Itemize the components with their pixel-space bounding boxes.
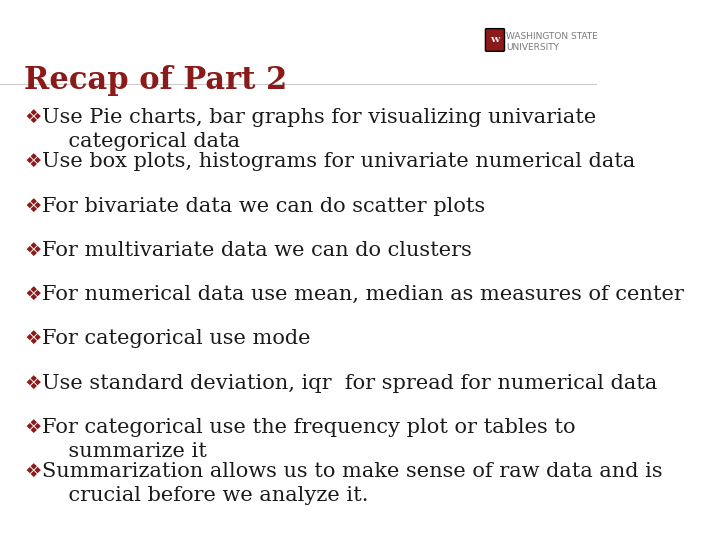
Text: WASHINGTON STATE: WASHINGTON STATE [506, 32, 598, 42]
Text: For multivariate data we can do clusters: For multivariate data we can do clusters [42, 241, 472, 260]
Text: ❖: ❖ [24, 329, 41, 348]
Text: For numerical data use mean, median as measures of center: For numerical data use mean, median as m… [42, 285, 684, 304]
Text: Recap of Part 2: Recap of Part 2 [24, 65, 287, 96]
Text: Use standard deviation, iqr  for spread for numerical data: Use standard deviation, iqr for spread f… [42, 374, 657, 393]
Text: Summarization allows us to make sense of raw data and is
    crucial before we a: Summarization allows us to make sense of… [42, 462, 662, 505]
Text: ❖: ❖ [24, 152, 41, 171]
Text: UNIVERSITY: UNIVERSITY [506, 43, 559, 52]
Text: For bivariate data we can do scatter plots: For bivariate data we can do scatter plo… [42, 197, 485, 215]
Text: For categorical use mode: For categorical use mode [42, 329, 310, 348]
Text: ❖: ❖ [24, 462, 41, 481]
Text: Use box plots, histograms for univariate numerical data: Use box plots, histograms for univariate… [42, 152, 635, 171]
Text: ❖: ❖ [24, 374, 41, 393]
Text: ❖: ❖ [24, 108, 41, 127]
Text: ❖: ❖ [24, 418, 41, 437]
FancyBboxPatch shape [485, 29, 505, 51]
Text: For categorical use the frequency plot or tables to
    summarize it: For categorical use the frequency plot o… [42, 418, 575, 461]
Text: ❖: ❖ [24, 197, 41, 215]
Text: ❖: ❖ [24, 241, 41, 260]
Text: W: W [490, 36, 500, 44]
Text: Use Pie charts, bar graphs for visualizing univariate
    categorical data: Use Pie charts, bar graphs for visualizi… [42, 108, 596, 151]
Text: ❖: ❖ [24, 285, 41, 304]
